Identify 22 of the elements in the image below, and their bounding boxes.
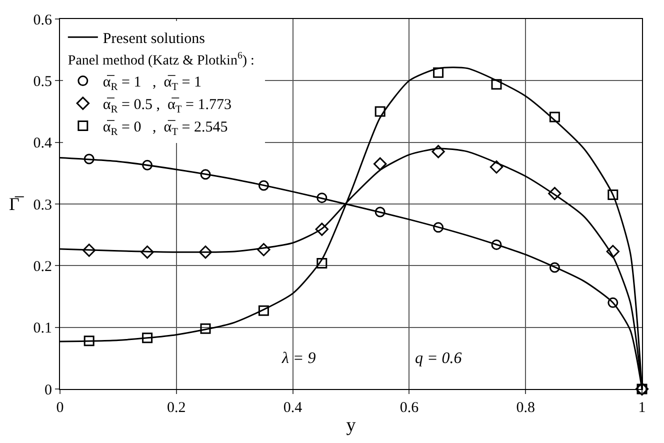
x-tick-label: 0.2 <box>167 400 186 416</box>
x-tick-label: 0.8 <box>516 400 535 416</box>
x-tick-label: 0.4 <box>283 400 303 416</box>
x-axis-title: y <box>346 414 356 436</box>
annotation: q = 0.6 <box>415 350 462 367</box>
y-tick-label: 0 <box>44 382 52 398</box>
x-tick-label: 1 <box>638 400 646 416</box>
legend-title: Panel method (Katz & Plotkin$^{6}$) : <box>68 50 254 68</box>
annotation: λ = 9 <box>281 350 316 367</box>
y-tick-label: 0.5 <box>33 74 52 90</box>
legend-label: α̅$_{R}$ = 0 , α̅$_{T}$ = 2.545 <box>102 120 228 138</box>
y-tick-label: 0.4 <box>33 136 52 152</box>
x-tick-label: 0 <box>56 400 64 416</box>
legend-label: α̅$_{R}$ = 1 , α̅$_{T}$ = 1 <box>102 74 202 93</box>
y-tick-label: 0.3 <box>33 197 52 214</box>
y-tick-label: 0.6 <box>33 12 52 28</box>
x-tick-label: 0.6 <box>400 400 420 416</box>
y-tick-label: 0.2 <box>33 258 52 275</box>
y-axis-title: Γ̅ <box>9 194 24 214</box>
legend-label: Present solutions <box>102 30 206 47</box>
legend-label: α̅$_{R}$ = 0.5 , α̅$_{T}$ = 1.773 <box>102 97 232 116</box>
y-tick-label: 0.1 <box>33 320 52 337</box>
